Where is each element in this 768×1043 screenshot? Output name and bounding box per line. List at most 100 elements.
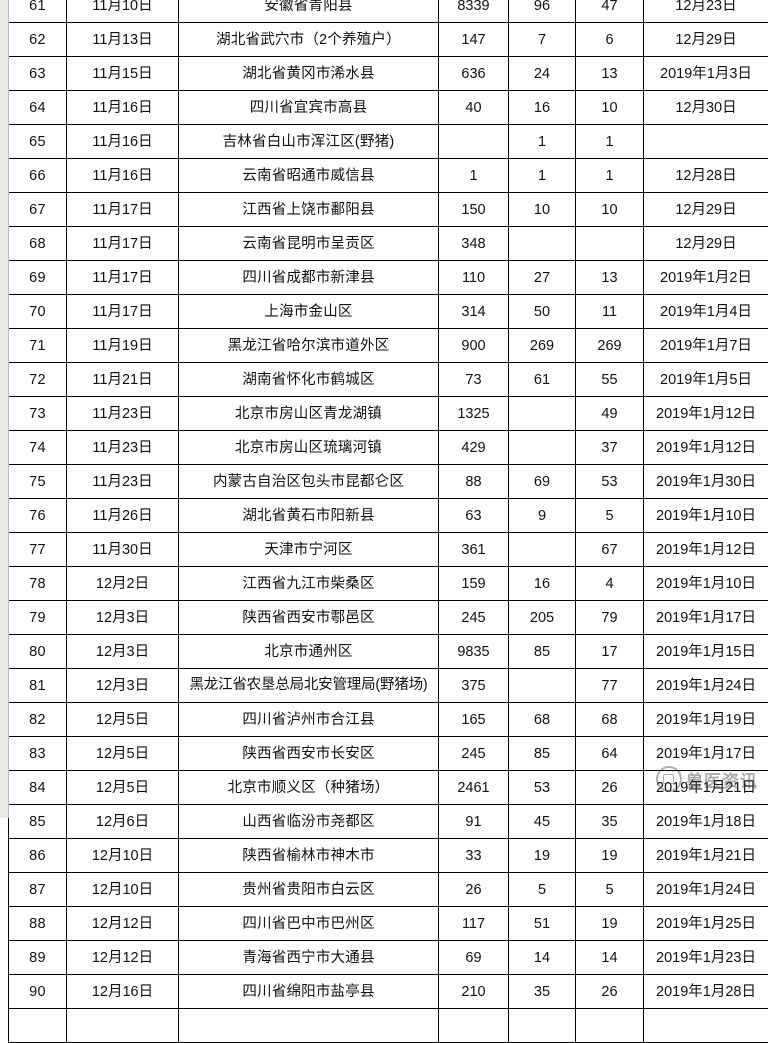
cell-release-date: 2019年1月21日 (644, 839, 768, 873)
cell-location: 北京市房山区青龙湖镇 (179, 397, 439, 431)
cell-stock-count: 245 (439, 737, 509, 771)
cell-stock-count: 429 (439, 431, 509, 465)
cell-onset-date: 11月16日 (67, 159, 179, 193)
cell-stock-count (439, 125, 509, 159)
cell-location: 湖北省黄石市阳新县 (179, 499, 439, 533)
cell-index: 61 (9, 0, 67, 23)
cell-onset-date: 11月15日 (67, 57, 179, 91)
cell-index: 82 (9, 703, 67, 737)
cell-release-date: 12月29日 (644, 193, 768, 227)
cell-release-date: 2019年1月3日 (644, 57, 768, 91)
cell-release-date: 12月23日 (644, 0, 768, 23)
cell-release-date: 12月28日 (644, 159, 768, 193)
cell-release-date: 2019年1月4日 (644, 295, 768, 329)
cell-sick-count: 96 (509, 0, 576, 23)
cell-dead-count: 269 (576, 329, 644, 363)
cell-onset-date: 11月17日 (67, 193, 179, 227)
cell-dead-count: 35 (576, 805, 644, 839)
cell-dead-count: 19 (576, 907, 644, 941)
cell-release-date: 2019年1月12日 (644, 431, 768, 465)
cell-dead-count: 26 (576, 771, 644, 805)
cell-sick-count: 9 (509, 499, 576, 533)
cell-location: 青海省西宁市大通县 (179, 941, 439, 975)
cell-release-date: 2019年1月30日 (644, 465, 768, 499)
cell-sick-count (509, 431, 576, 465)
cell-location: 四川省泸州市合江县 (179, 703, 439, 737)
cell-dead-count: 4 (576, 567, 644, 601)
cell-dead-count: 37 (576, 431, 644, 465)
cell-index: 80 (9, 635, 67, 669)
cell-onset-date: 12月5日 (67, 737, 179, 771)
cell-dead-count: 6 (576, 23, 644, 57)
cell-location: 陕西省榆林市神木市 (179, 839, 439, 873)
cell-stock-count (439, 1009, 509, 1043)
cell-release-date: 2019年1月5日 (644, 363, 768, 397)
cell-location: 上海市金山区 (179, 295, 439, 329)
cell-index: 72 (9, 363, 67, 397)
cell-index: 74 (9, 431, 67, 465)
cell-onset-date: 11月10日 (67, 0, 179, 23)
cell-location: 云南省昆明市呈贡区 (179, 227, 439, 261)
cell-release-date (644, 1009, 768, 1043)
cell-location: 黑龙江省哈尔滨市道外区 (179, 329, 439, 363)
cell-stock-count: 245 (439, 601, 509, 635)
cell-index: 67 (9, 193, 67, 227)
cell-dead-count: 55 (576, 363, 644, 397)
table-row (9, 1009, 768, 1043)
cell-release-date: 2019年1月10日 (644, 567, 768, 601)
cell-stock-count: 348 (439, 227, 509, 261)
cell-stock-count: 117 (439, 907, 509, 941)
cell-location: 天津市宁河区 (179, 533, 439, 567)
cell-stock-count: 110 (439, 261, 509, 295)
cell-onset-date: 11月23日 (67, 397, 179, 431)
cell-stock-count: 73 (439, 363, 509, 397)
cell-sick-count: 16 (509, 567, 576, 601)
cell-dead-count: 79 (576, 601, 644, 635)
cell-dead-count: 10 (576, 91, 644, 125)
cell-dead-count: 17 (576, 635, 644, 669)
cell-index: 66 (9, 159, 67, 193)
cell-location: 内蒙古自治区包头市昆都仑区 (179, 465, 439, 499)
cell-index: 81 (9, 669, 67, 703)
cell-index: 77 (9, 533, 67, 567)
cell-index: 65 (9, 125, 67, 159)
cell-index: 87 (9, 873, 67, 907)
cell-stock-count: 1 (439, 159, 509, 193)
cell-location: 四川省巴中市巴州区 (179, 907, 439, 941)
cell-onset-date: 11月19日 (67, 329, 179, 363)
cell-onset-date (67, 1009, 179, 1043)
cell-stock-count: 88 (439, 465, 509, 499)
cell-location: 湖北省武穴市（2个养殖户） (179, 23, 439, 57)
cell-onset-date: 12月3日 (67, 601, 179, 635)
cell-onset-date: 11月16日 (67, 91, 179, 125)
cell-index: 76 (9, 499, 67, 533)
cell-sick-count: 10 (509, 193, 576, 227)
cell-release-date: 2019年1月17日 (644, 737, 768, 771)
cell-onset-date: 11月16日 (67, 125, 179, 159)
cell-release-date: 2019年1月23日 (644, 941, 768, 975)
cell-location: 四川省成都市新津县 (179, 261, 439, 295)
cell-onset-date: 11月26日 (67, 499, 179, 533)
cell-stock-count: 69 (439, 941, 509, 975)
cell-index: 90 (9, 975, 67, 1009)
cell-sick-count: 19 (509, 839, 576, 873)
cell-stock-count: 2461 (439, 771, 509, 805)
cell-location: 湖北省黄冈市浠水县 (179, 57, 439, 91)
cell-sick-count: 16 (509, 91, 576, 125)
cell-release-date: 2019年1月18日 (644, 805, 768, 839)
cell-sick-count: 205 (509, 601, 576, 635)
